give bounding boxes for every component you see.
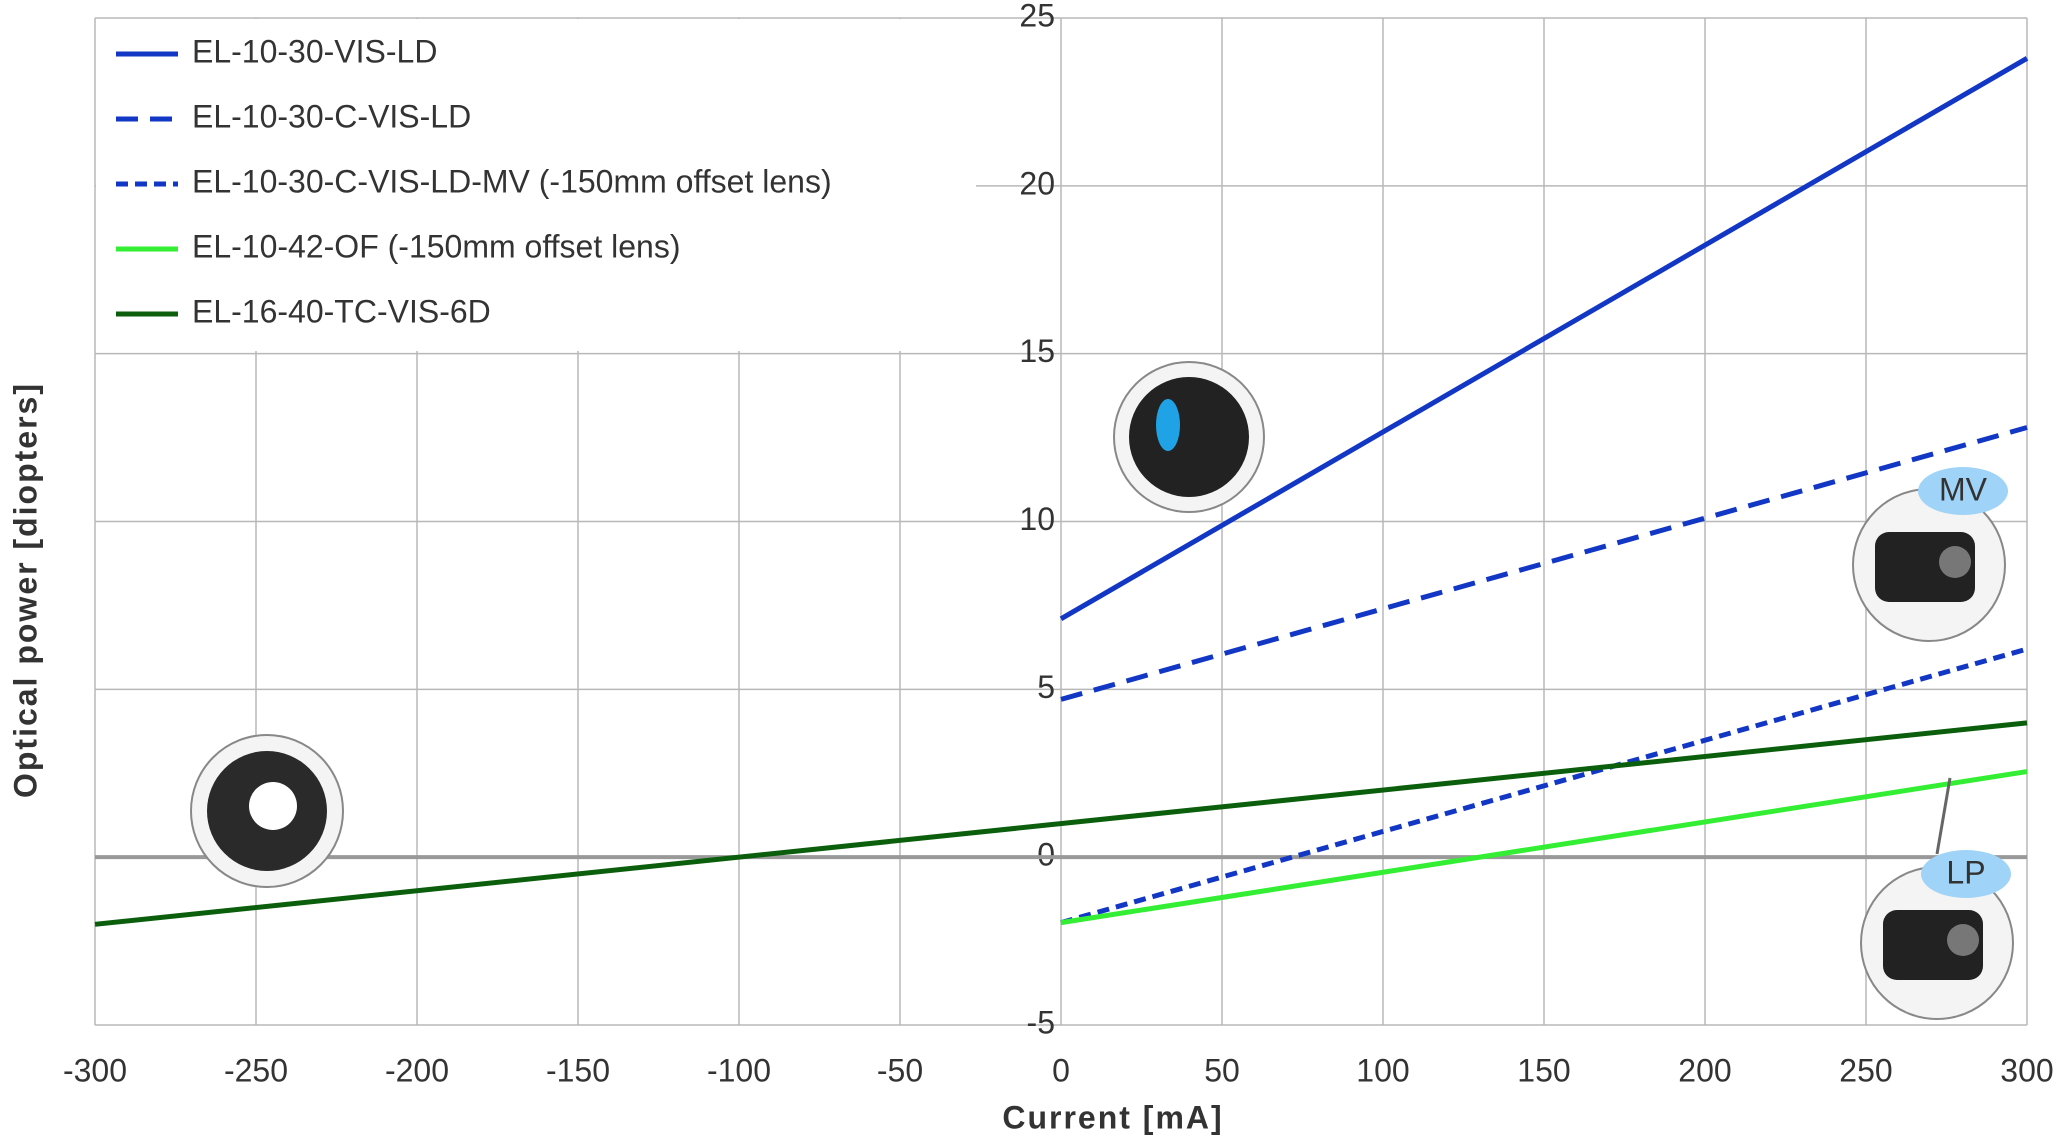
- legend-label: EL-10-30-C-VIS-LD-MV (-150mm offset lens…: [192, 163, 832, 199]
- data-line: [1060, 425, 2028, 702]
- x-tick-label: 100: [1356, 1052, 1409, 1088]
- x-tick-label: -100: [707, 1052, 771, 1088]
- y-tick-label: 15: [1019, 333, 1055, 369]
- x-tick-label: -150: [546, 1052, 610, 1088]
- x-tick-label: -300: [63, 1052, 127, 1088]
- y-tick-label: -5: [1027, 1004, 1055, 1040]
- x-tick-label: 250: [1839, 1052, 1892, 1088]
- x-tick-label: -50: [877, 1052, 923, 1088]
- data-line: [1060, 646, 2028, 926]
- x-tick-label: -250: [224, 1052, 288, 1088]
- data-line: [1060, 769, 2028, 926]
- lens-pictures: [190, 361, 2014, 1020]
- annotation: LP: [1946, 854, 1985, 890]
- data-line: [1059, 56, 2029, 622]
- x-tick-label: 200: [1678, 1052, 1731, 1088]
- x-tick-label: -200: [385, 1052, 449, 1088]
- x-tick-label: 50: [1204, 1052, 1240, 1088]
- x-axis-label: Current [mA]: [1002, 1099, 1223, 1135]
- legend: [96, 19, 976, 351]
- x-tick-label: 150: [1517, 1052, 1570, 1088]
- x-tick-label: 0: [1052, 1052, 1070, 1088]
- x-tick-label: 300: [2000, 1052, 2053, 1088]
- y-tick-label: 10: [1019, 501, 1055, 537]
- data-line: [94, 720, 2028, 927]
- y-tick-label: 25: [1019, 0, 1055, 33]
- y-tick-label: 20: [1019, 165, 1055, 201]
- annotation: MV: [1939, 471, 1988, 507]
- y-axis-label: Optical power [diopters]: [7, 382, 43, 798]
- legend-label: EL-10-30-VIS-LD: [192, 33, 437, 69]
- y-tick-label: 0: [1037, 837, 1055, 873]
- y-tick-label: 5: [1037, 669, 1055, 705]
- legend-label: EL-10-30-C-VIS-LD: [192, 98, 471, 134]
- legend-label: EL-10-42-OF (-150mm offset lens): [192, 228, 680, 264]
- legend-label: EL-16-40-TC-VIS-6D: [192, 293, 491, 329]
